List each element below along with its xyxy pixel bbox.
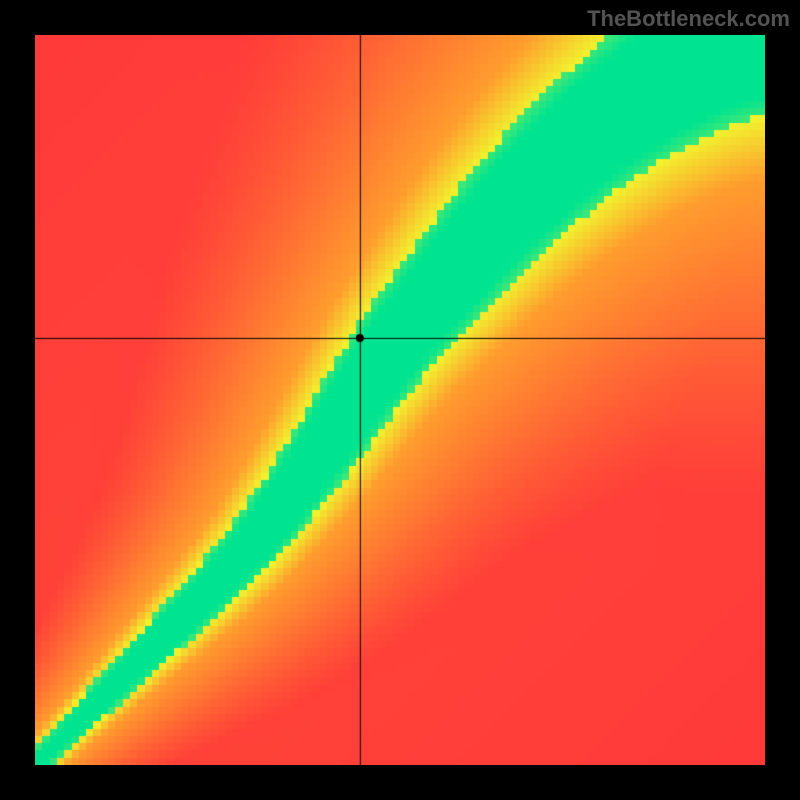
- bottleneck-heatmap: [35, 35, 765, 765]
- chart-container: TheBottleneck.com: [0, 0, 800, 800]
- watermark-text: TheBottleneck.com: [587, 6, 790, 32]
